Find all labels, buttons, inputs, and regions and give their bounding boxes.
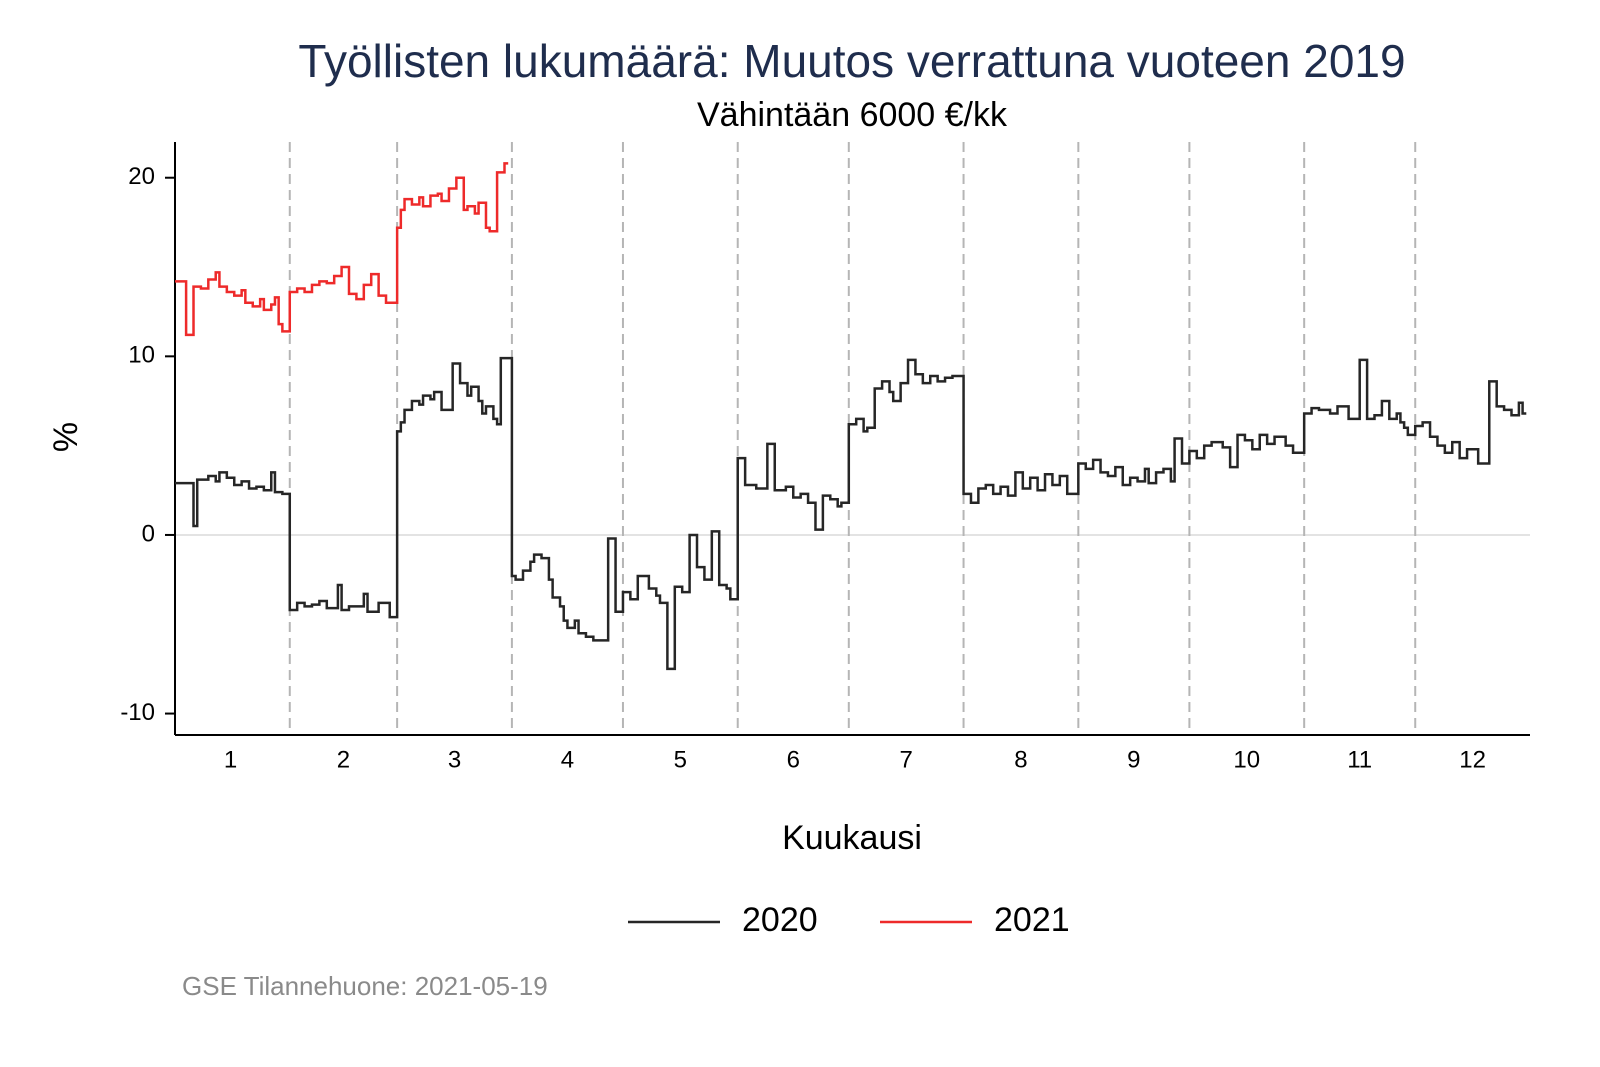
- x-tick-label: 5: [674, 746, 687, 773]
- x-tick-label: 1: [224, 746, 237, 773]
- legend-label: 2020: [742, 901, 818, 939]
- source-note: GSE Tilannehuone: 2021-05-19: [182, 971, 548, 1001]
- chart-subtitle: Vähintään 6000 €/kk: [697, 96, 1008, 134]
- legend-label: 2021: [994, 901, 1070, 939]
- y-tick-label: 20: [128, 163, 155, 190]
- x-axis-label: Kuukausi: [782, 819, 922, 857]
- chart-title: Työllisten lukumäärä: Muutos verrattuna …: [298, 35, 1405, 87]
- x-tick-label: 10: [1233, 746, 1260, 773]
- y-tick-label: 0: [142, 520, 155, 547]
- x-tick-label: 3: [448, 746, 461, 773]
- series-line: [175, 162, 509, 337]
- series-line: [175, 356, 1527, 671]
- y-tick-label: -10: [120, 699, 155, 726]
- x-tick-label: 6: [787, 746, 800, 773]
- y-tick-label: 10: [128, 342, 155, 369]
- x-tick-label: 8: [1014, 746, 1027, 773]
- x-tick-label: 7: [900, 746, 913, 773]
- x-tick-label: 9: [1127, 746, 1140, 773]
- x-tick-label: 12: [1459, 746, 1486, 773]
- x-tick-label: 2: [337, 746, 350, 773]
- x-tick-label: 11: [1347, 746, 1372, 773]
- x-tick-label: 4: [561, 746, 574, 773]
- y-axis-label: %: [47, 422, 85, 452]
